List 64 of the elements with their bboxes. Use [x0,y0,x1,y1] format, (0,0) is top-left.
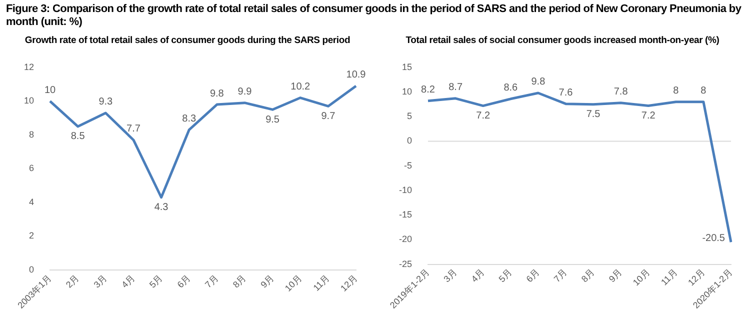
data-label: 9.3 [98,96,114,108]
data-label: 7.5 [586,109,601,120]
caption: Figure 3: Comparison of the growth rate of total retail sales of consumer goods in the period of SARS and the period of New Coronary Pneumonia by month (unit: %) [6,3,742,29]
y-tick-label: 6 [28,163,34,174]
y-tick-label: 2 [28,230,34,241]
data-label: 8.2 [421,84,436,96]
data-label: 8 [700,86,707,97]
y-tick-label: 4 [28,196,34,207]
x-tick-label: 5月 [147,272,164,290]
x-tick-label: 11月 [311,272,332,293]
y-tick-label: -25 [398,258,412,269]
y-tick-label: 15 [402,62,412,72]
y-tick-label: 0 [406,136,412,146]
data-label: 7.2 [641,110,656,122]
data-label: 10.2 [290,82,311,93]
x-tick-label: 7月 [552,267,569,284]
data-label: 7.2 [476,110,490,122]
x-tick-label: 5月 [496,267,514,284]
chart-title: Total retail sales of social consumer goods increased month-on-year (%) [404,34,720,46]
y-tick-label: 0 [28,264,34,274]
x-tick-label: 9月 [607,267,624,284]
x-tick-label: 10月 [283,272,304,294]
x-tick-label: 10月 [631,267,652,288]
data-label: 9.5 [266,114,280,126]
x-tick-label: 4月 [469,267,486,284]
data-label: 8 [673,86,680,97]
y-tick-label: 10 [402,86,412,96]
data-label: 9.8 [210,88,224,100]
data-label: 10.9 [346,70,366,81]
data-label: -20.5 [702,232,726,244]
x-tick-label: 7月 [203,272,220,290]
chart-title: Growth rate of total retail sales of consumer goods during the SARS period [24,34,352,46]
data-label: 7.7 [126,124,141,135]
data-label: 10 [44,84,56,96]
x-tick-label: 3月 [442,267,459,284]
x-tick-label: 6月 [524,267,542,284]
y-tick-label: 5 [406,111,412,122]
data-label: 7.8 [614,86,628,98]
x-tick-label: 12月 [338,272,360,294]
x-tick-label: 3月 [92,272,109,290]
x-tick-label: 11月 [659,267,680,288]
data-label: 9.8 [531,76,546,88]
y-tick-label: -20 [398,234,412,244]
y-tick-label: 10 [24,96,34,106]
x-tick-label: 9月 [258,272,276,290]
data-label: 9.7 [321,110,336,122]
data-label: 8.5 [70,131,86,142]
data-label: 9.9 [238,86,252,98]
y-tick-label: -5 [404,160,412,170]
data-label: 8.6 [504,82,518,94]
x-tick-label: 12月 [686,267,707,288]
y-tick-label: -10 [398,184,412,195]
data-label: 8.7 [448,82,463,94]
x-tick-label: 2月 [64,272,81,290]
y-tick-label: 12 [24,62,34,72]
y-tick-label: 8 [28,129,34,140]
x-tick-label: 8月 [230,272,248,290]
x-tick-label: 4月 [120,272,137,290]
x-tick-label: 6月 [175,272,192,290]
data-label: 7.6 [558,88,574,99]
data-label: 4.3 [154,202,169,214]
data-label: 8.3 [182,114,196,125]
x-tick-label: 8月 [579,267,596,284]
y-tick-label: -15 [398,210,412,220]
